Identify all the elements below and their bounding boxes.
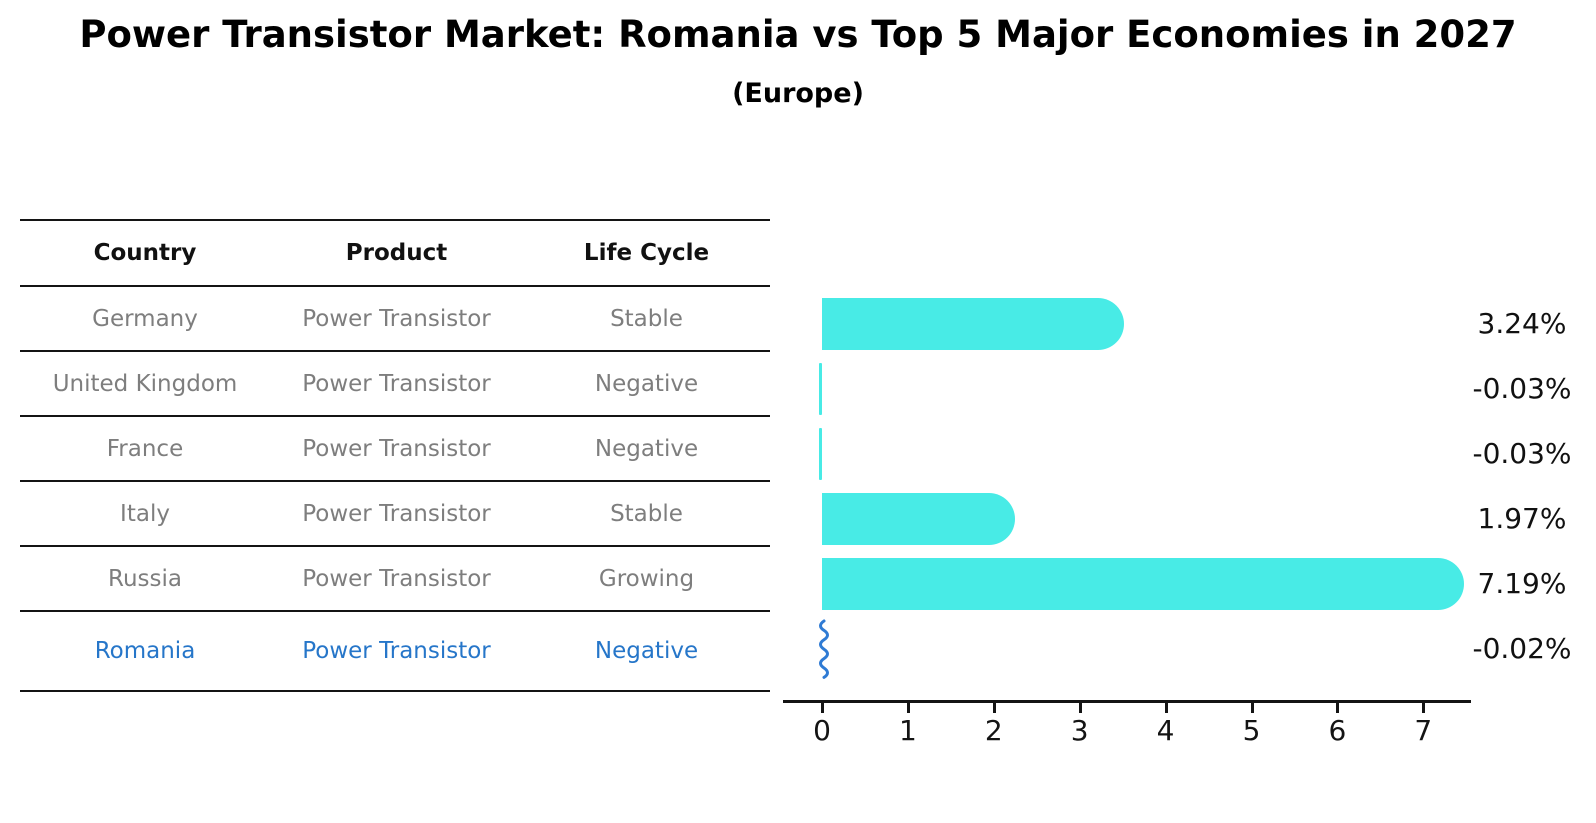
table-row-russia: Russia Power Transistor Growing [20,547,770,612]
cell-life-cycle: Stable [610,305,683,332]
cell-country: Italy [120,500,170,527]
bar-value-label-romania: -0.02% [1472,632,1572,665]
bar-france [819,428,822,480]
cell-life-cycle: Growing [598,565,695,592]
x-tick [1078,703,1082,713]
cell-product: Power Transistor [302,565,491,592]
table-body: Germany Power Transistor Stable United King… [20,287,770,692]
bar-united-kingdom [819,363,822,415]
x-tick-label: 6 [1328,714,1347,747]
cell-country: Germany [92,305,198,332]
page-subtitle: (Europe) [732,78,864,109]
cell-life-cycle: Stable [610,500,683,527]
x-tick-label: 2 [984,714,1003,747]
cell-country: Russia [108,565,182,592]
bar-germany [822,298,1124,350]
x-tick [1422,703,1426,713]
table-row-germany: Germany Power Transistor Stable [20,287,770,352]
x-tick-label: 3 [1070,714,1089,747]
bar-italy [822,493,1015,545]
page-title: Power Transistor Market: Romania vs Top … [79,13,1517,56]
table-row-italy: Italy Power Transistor Stable [20,482,770,547]
cell-life-cycle: Negative [594,370,699,397]
x-tick-label: 1 [898,714,917,747]
cell-product: Power Transistor [302,500,491,527]
bar-value-label-united-kingdom: -0.03% [1472,372,1572,405]
table-row-france: France Power Transistor Negative [20,417,770,482]
cell-life-cycle: Negative [594,435,699,462]
column-header-life-cycle: Life Cycle [583,240,710,266]
x-tick-label: 7 [1414,714,1433,747]
comparison-table: Country Product Life Cycle Germany Power … [20,219,770,692]
x-tick [906,703,910,713]
bar-value-label-france: -0.03% [1472,437,1572,470]
cell-product: Power Transistor [302,638,491,664]
bar-value-label-italy: 1.97% [1477,502,1567,535]
table-row-romania: Romania Power Transistor Negative [20,612,770,692]
cell-country: France [106,435,184,462]
bar-romania [819,619,829,679]
cell-country: Romania [94,638,196,664]
cell-product: Power Transistor [302,435,491,462]
table-row-united-kingdom: United Kingdom Power Transistor Negative [20,352,770,417]
x-axis-spine [783,700,1471,703]
column-header-country: Country [93,240,197,266]
x-tick-label: 5 [1242,714,1261,747]
x-tick [1336,703,1340,713]
bar-russia [822,558,1464,610]
column-header-product: Product [345,240,448,266]
cell-country: United Kingdom [52,370,238,397]
x-tick [992,703,996,713]
bar-value-label-germany: 3.24% [1477,307,1567,340]
table-header-row: Country Product Life Cycle [20,221,770,287]
bar-value-label-russia: 7.19% [1477,567,1567,600]
x-tick-label: 4 [1156,714,1175,747]
x-tick [1250,703,1254,713]
cell-product: Power Transistor [302,370,491,397]
x-tick [1164,703,1168,713]
cell-life-cycle: Negative [594,638,699,664]
x-tick-label: 0 [813,714,831,747]
cell-product: Power Transistor [302,305,491,332]
x-tick [821,703,824,713]
